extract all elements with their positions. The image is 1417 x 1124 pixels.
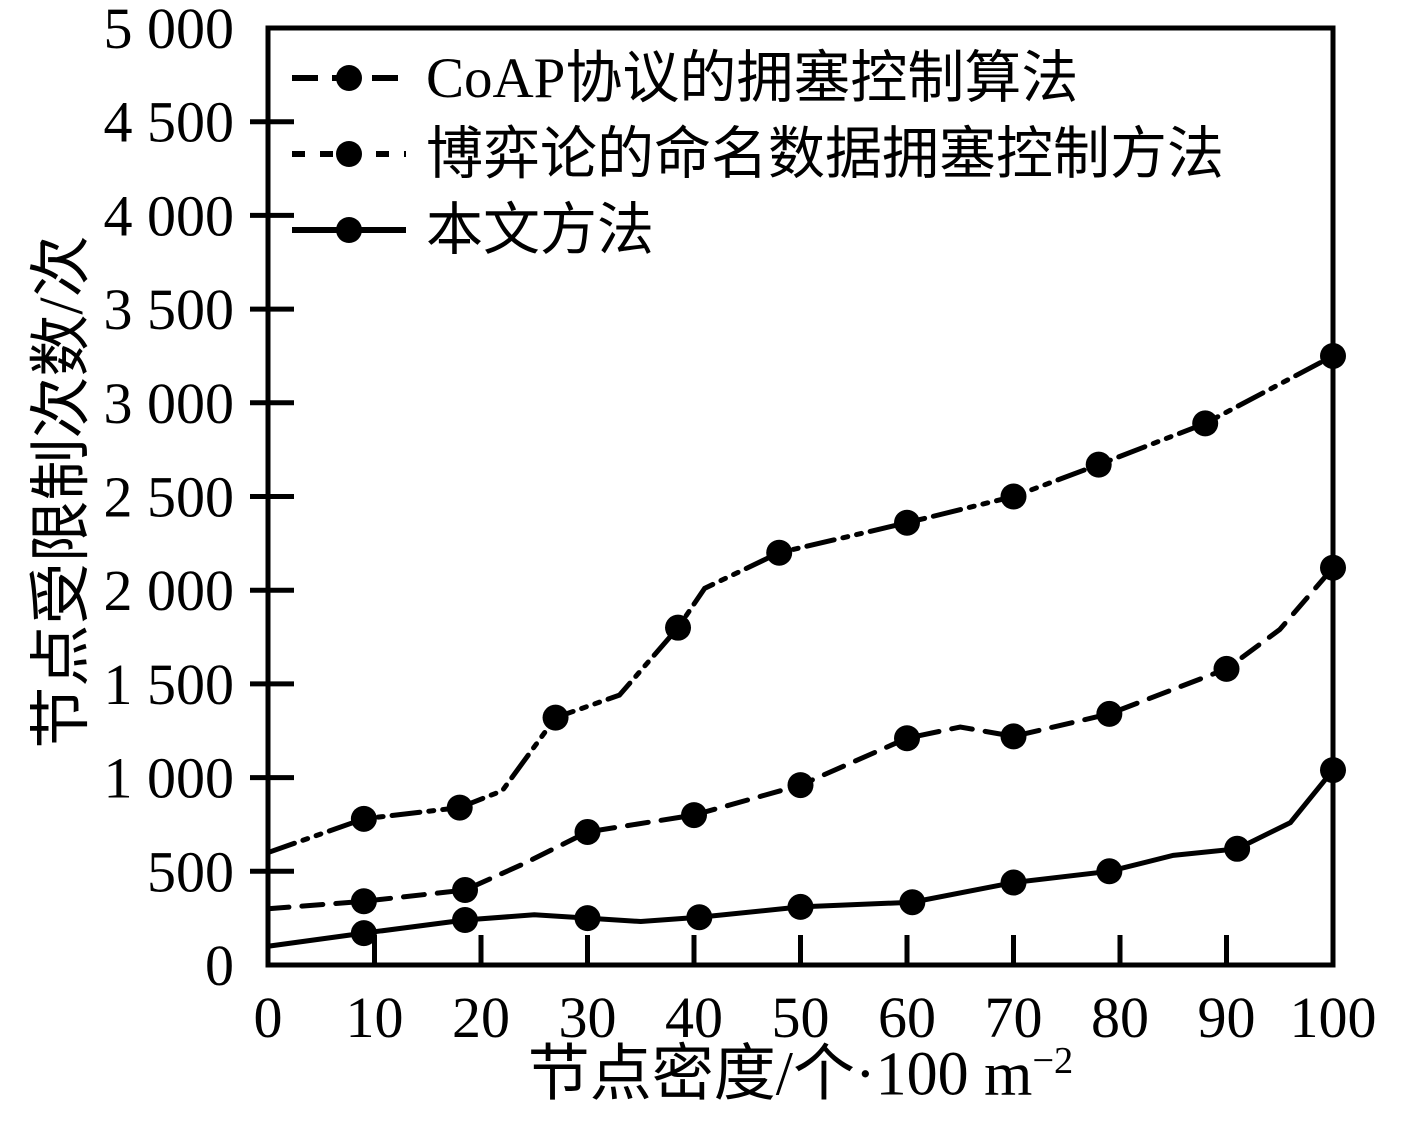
data-point-marker <box>787 893 814 920</box>
data-point-marker <box>1096 700 1123 727</box>
dash-dot-line-sample-icon <box>292 65 406 91</box>
legend-label-coap: CoAP协议的拥塞控制算法 <box>426 46 1079 110</box>
legend-item-game-theory: 博弈论的命名数据拥塞控制方法 <box>288 120 1224 188</box>
legend: CoAP协议的拥塞控制算法 博弈论的命名数据拥塞控制方法 本文方法 <box>288 44 1224 264</box>
data-point-marker <box>446 794 473 821</box>
data-point-marker <box>1096 858 1123 885</box>
data-point-marker <box>894 509 920 536</box>
data-point-marker <box>1000 723 1027 750</box>
x-tick-label: 10 <box>346 985 404 1050</box>
data-point-marker <box>1320 342 1346 369</box>
data-point-marker <box>686 904 713 931</box>
solid-line-sample-icon <box>292 217 406 243</box>
x-tick-label: 30 <box>559 985 617 1050</box>
y-tick-label: 2 000 <box>104 558 235 623</box>
data-point-marker <box>350 805 377 832</box>
data-point-marker <box>894 725 920 752</box>
x-tick-label: 80 <box>1091 985 1149 1050</box>
legend-label-game-theory: 博弈论的命名数据拥塞控制方法 <box>426 122 1224 186</box>
y-axis-title: 节点受限制次数/次 <box>28 235 96 749</box>
x-tick-label: 50 <box>772 985 830 1050</box>
data-point-marker <box>1085 451 1112 478</box>
y-tick-label: 5 000 <box>104 0 235 61</box>
data-point-marker <box>350 920 377 947</box>
x-axis-title: 节点密度/个·100 m−2 <box>268 1042 1333 1106</box>
x-tick-label: 40 <box>665 985 723 1050</box>
data-point-marker <box>1224 835 1251 862</box>
y-tick-label: 3 000 <box>104 371 235 436</box>
legend-item-proposed: 本文方法 <box>288 196 1224 264</box>
data-point-marker <box>574 905 601 932</box>
y-tick-label: 0 <box>205 933 234 998</box>
y-tick-label: 1 000 <box>104 746 235 811</box>
y-tick-label: 2 500 <box>104 465 235 530</box>
data-point-marker <box>1192 410 1219 437</box>
data-point-marker <box>1320 757 1346 784</box>
legend-label-proposed: 本文方法 <box>426 198 654 262</box>
data-point-marker <box>899 889 926 916</box>
data-point-marker <box>1213 655 1240 682</box>
data-point-marker <box>1320 554 1346 581</box>
legend-item-coap: CoAP协议的拥塞控制算法 <box>288 44 1224 112</box>
y-tick-label: 500 <box>147 839 234 904</box>
data-point-marker <box>1000 483 1027 510</box>
x-axis-title-superscript: −2 <box>1032 1040 1074 1082</box>
data-point-marker <box>1000 869 1027 896</box>
data-point-marker <box>542 704 569 731</box>
y-tick-label: 3 500 <box>104 277 235 342</box>
y-tick-label: 4 500 <box>104 90 235 155</box>
data-point-marker <box>665 614 692 641</box>
y-tick-label: 4 000 <box>104 183 235 248</box>
data-point-marker <box>452 907 479 934</box>
x-tick-label: 20 <box>452 985 510 1050</box>
data-point-marker <box>452 877 479 904</box>
x-tick-label: 70 <box>985 985 1043 1050</box>
data-point-marker <box>681 802 707 829</box>
x-axis-title-text: 节点密度/个·100 m <box>527 1040 1033 1109</box>
x-tick-label: 90 <box>1198 985 1256 1050</box>
y-tick-label: 1 500 <box>104 652 235 717</box>
data-point-marker <box>766 539 793 566</box>
data-point-marker <box>574 818 601 845</box>
data-point-marker <box>350 888 377 915</box>
x-tick-label: 0 <box>254 985 283 1050</box>
x-tick-label: 100 <box>1290 985 1377 1050</box>
data-point-marker <box>787 772 814 799</box>
dashed-line-sample-icon <box>292 141 406 167</box>
x-tick-label: 60 <box>878 985 936 1050</box>
